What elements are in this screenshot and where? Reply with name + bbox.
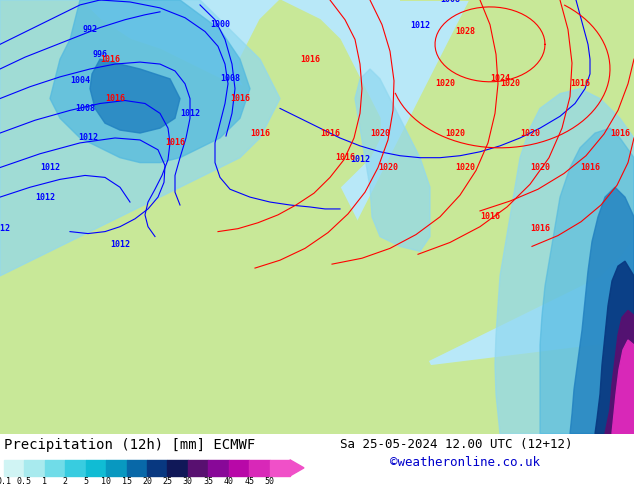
Text: 1016: 1016 <box>320 128 340 138</box>
Text: 1016: 1016 <box>335 153 355 162</box>
Text: 1016: 1016 <box>105 94 125 103</box>
Text: 25: 25 <box>162 477 172 486</box>
Text: ©weatheronline.co.uk: ©weatheronline.co.uk <box>390 456 540 469</box>
Bar <box>106 460 127 476</box>
Bar <box>147 460 167 476</box>
Text: 1012: 1012 <box>40 163 60 172</box>
Bar <box>188 460 209 476</box>
Polygon shape <box>495 89 634 434</box>
Text: Sa 25-05-2024 12.00 UTC (12+12): Sa 25-05-2024 12.00 UTC (12+12) <box>340 438 573 451</box>
Bar <box>127 460 147 476</box>
Bar <box>229 460 249 476</box>
Polygon shape <box>0 0 185 237</box>
Polygon shape <box>90 59 180 133</box>
Text: 1020: 1020 <box>520 128 540 138</box>
Polygon shape <box>0 0 470 434</box>
Text: 1012: 1012 <box>410 21 430 30</box>
Bar <box>4 460 25 476</box>
Polygon shape <box>290 460 304 476</box>
Polygon shape <box>350 0 634 365</box>
Text: 10: 10 <box>101 477 111 486</box>
Text: 1008: 1008 <box>440 0 460 4</box>
Text: 1020: 1020 <box>445 128 465 138</box>
Polygon shape <box>50 0 250 163</box>
Text: 1016: 1016 <box>250 128 270 138</box>
Text: 0.1: 0.1 <box>0 477 11 486</box>
Text: 45: 45 <box>244 477 254 486</box>
Text: 1016: 1016 <box>480 212 500 221</box>
Text: 1020: 1020 <box>530 163 550 172</box>
Polygon shape <box>0 0 280 276</box>
Text: 1016: 1016 <box>100 54 120 64</box>
Bar <box>209 460 229 476</box>
Text: 1028: 1028 <box>455 27 475 36</box>
Text: 1012: 1012 <box>78 133 98 143</box>
Text: 1012: 1012 <box>110 240 130 249</box>
Text: 1016: 1016 <box>165 138 185 147</box>
Bar <box>25 460 45 476</box>
Text: Precipitation (12h) [mm] ECMWF: Precipitation (12h) [mm] ECMWF <box>4 438 256 452</box>
Text: 0.5: 0.5 <box>17 477 32 486</box>
Text: 1020: 1020 <box>435 79 455 88</box>
Bar <box>269 460 290 476</box>
Text: 50: 50 <box>264 477 275 486</box>
Bar <box>167 460 188 476</box>
Text: 1012: 1012 <box>180 109 200 118</box>
Text: 1020: 1020 <box>378 163 398 172</box>
Text: 35: 35 <box>204 477 213 486</box>
Text: 30: 30 <box>183 477 193 486</box>
Polygon shape <box>605 311 634 434</box>
Text: 40: 40 <box>224 477 234 486</box>
Text: 1004: 1004 <box>70 76 90 85</box>
Bar <box>65 460 86 476</box>
Text: 1016: 1016 <box>230 94 250 103</box>
Polygon shape <box>595 261 634 434</box>
Text: 1024: 1024 <box>490 74 510 83</box>
Text: 1020: 1020 <box>455 163 475 172</box>
Text: 1012: 1012 <box>350 155 370 164</box>
Bar <box>249 460 269 476</box>
Bar <box>45 460 65 476</box>
Text: 1008: 1008 <box>220 74 240 83</box>
Polygon shape <box>0 345 634 434</box>
Polygon shape <box>570 187 634 434</box>
Text: 1012: 1012 <box>35 193 55 201</box>
Text: 992: 992 <box>82 25 98 34</box>
Text: 1012: 1012 <box>0 224 10 233</box>
Text: 2: 2 <box>63 477 68 486</box>
Text: 1016: 1016 <box>610 128 630 138</box>
Text: 1000: 1000 <box>210 20 230 29</box>
Text: 996: 996 <box>93 49 108 59</box>
Text: 5: 5 <box>83 477 88 486</box>
Text: 1016: 1016 <box>300 54 320 64</box>
Text: 20: 20 <box>142 477 152 486</box>
Text: 1016: 1016 <box>530 224 550 233</box>
Text: 15: 15 <box>122 477 132 486</box>
Text: 1020: 1020 <box>370 128 390 138</box>
Text: 1008: 1008 <box>75 104 95 113</box>
Polygon shape <box>355 69 430 251</box>
Text: 1020: 1020 <box>500 79 520 88</box>
Text: 1016: 1016 <box>570 79 590 88</box>
Text: 1016: 1016 <box>580 163 600 172</box>
Polygon shape <box>612 340 634 434</box>
Polygon shape <box>540 128 634 434</box>
Polygon shape <box>240 0 380 187</box>
Text: 1: 1 <box>42 477 48 486</box>
Bar <box>86 460 106 476</box>
